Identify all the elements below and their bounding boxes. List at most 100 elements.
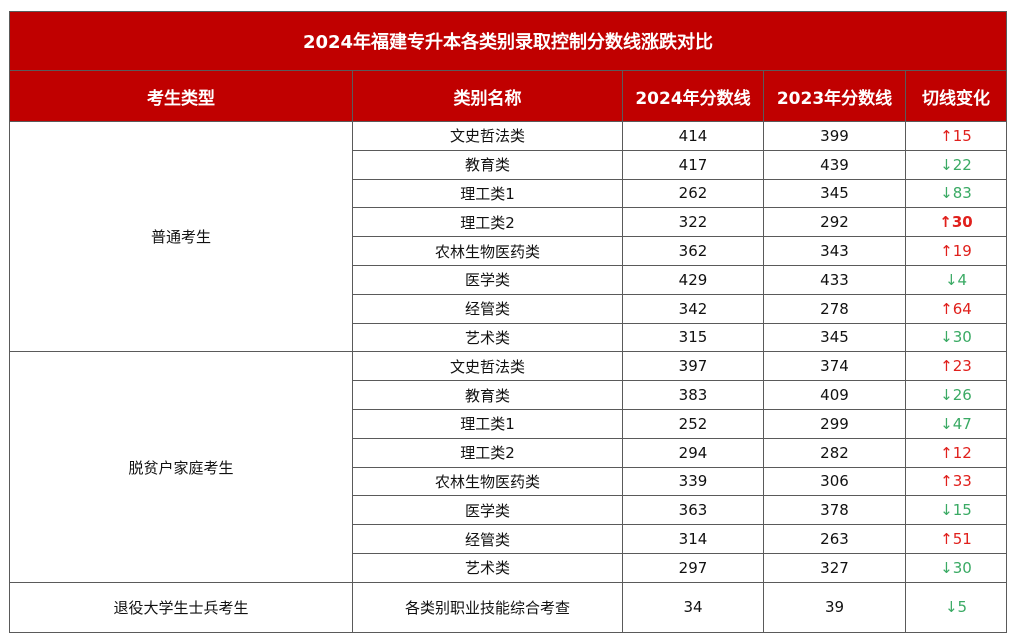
category-cell: 教育类 — [352, 149, 623, 180]
change-value: 64 — [952, 299, 972, 318]
score-2024-cell: 362 — [622, 236, 764, 266]
category-cell: 理工类2 — [352, 437, 623, 468]
score-2024-cell: 314 — [622, 524, 764, 554]
change-value: 30 — [952, 558, 972, 577]
change-cell: ↓22 — [904, 149, 1008, 180]
change-cell: ↓5 — [904, 581, 1008, 633]
arrow-down-icon: ↓ — [944, 270, 958, 289]
score-2023-cell: 299 — [763, 408, 906, 439]
change-value: 19 — [952, 242, 972, 261]
table-row: 教育类 383 409 ↓26 — [10, 380, 1008, 410]
score-2023-cell: 39 — [763, 581, 906, 633]
score-2023-cell: 439 — [763, 149, 906, 180]
category-cell: 医学类 — [352, 495, 623, 526]
header-change: 切线变化 — [904, 70, 1008, 122]
header-category: 类别名称 — [352, 70, 623, 122]
change-value: 15 — [952, 501, 972, 520]
arrow-down-icon: ↓ — [940, 155, 953, 174]
change-cell: ↓26 — [904, 380, 1008, 410]
score-2023-cell: 378 — [763, 495, 906, 526]
category-cell: 医学类 — [352, 264, 623, 295]
change-value: 15 — [952, 126, 972, 145]
category-cell: 理工类1 — [352, 178, 623, 209]
header-2023-score: 2023年分数线 — [763, 70, 906, 122]
table-row: 经管类 314 263 ↑51 — [10, 524, 1008, 554]
arrow-up-icon: ↑ — [940, 357, 953, 376]
score-2024-cell: 34 — [622, 581, 764, 633]
change-value: 33 — [952, 472, 972, 491]
change-cell: ↓30 — [904, 322, 1008, 353]
change-value: 5 — [957, 598, 968, 617]
change-cell: ↑30 — [904, 207, 1008, 238]
score-2024-cell: 342 — [622, 293, 764, 324]
change-cell: ↓15 — [904, 495, 1008, 526]
arrow-up-icon: ↑ — [940, 472, 953, 491]
score-2023-cell: 433 — [763, 264, 906, 295]
change-cell: ↓4 — [904, 264, 1008, 295]
exam-type-cell: 退役大学生士兵考生 — [9, 581, 353, 633]
score-2023-cell: 282 — [763, 437, 906, 468]
score-2023-cell: 345 — [763, 322, 906, 353]
change-cell: ↑15 — [904, 121, 1008, 151]
category-cell: 艺术类 — [352, 552, 623, 583]
score-2024-cell: 363 — [622, 495, 764, 526]
arrow-up-icon: ↑ — [940, 530, 953, 549]
score-2024-cell: 417 — [622, 149, 764, 180]
arrow-up-icon: ↑ — [940, 242, 953, 261]
score-2023-cell: 374 — [763, 351, 906, 382]
change-cell: ↑64 — [904, 293, 1008, 324]
change-value: 4 — [957, 270, 968, 289]
score-comparison-table: 2024年福建专升本各类别录取控制分数线涨跌对比 考生类型 类别名称 2024年… — [8, 11, 1008, 633]
score-2023-cell: 292 — [763, 207, 906, 238]
score-2024-cell: 397 — [622, 351, 764, 382]
table-body: 普通考生 文史哲法类 414 399 ↑15 教育类 417 439 ↓22 理工类1 262 345… — [9, 120, 1008, 633]
change-cell: ↑23 — [904, 351, 1008, 382]
score-2023-cell: 327 — [763, 552, 906, 583]
category-cell: 文史哲法类 — [352, 121, 623, 151]
score-2024-cell: 429 — [622, 264, 764, 295]
table-row: 艺术类 297 327 ↓30 — [10, 552, 1008, 583]
arrow-up-icon: ↑ — [940, 126, 953, 145]
score-2023-cell: 343 — [763, 236, 906, 266]
change-cell: ↓30 — [904, 552, 1008, 583]
score-2024-cell: 252 — [622, 408, 764, 439]
category-cell: 经管类 — [352, 524, 623, 554]
arrow-down-icon: ↓ — [940, 414, 953, 433]
score-2024-cell: 294 — [622, 437, 764, 468]
change-cell: ↑51 — [904, 524, 1008, 554]
change-cell: ↓47 — [904, 408, 1008, 439]
score-2024-cell: 383 — [622, 380, 764, 410]
arrow-down-icon: ↓ — [940, 501, 953, 520]
score-2023-cell: 399 — [763, 121, 906, 151]
change-cell: ↑33 — [904, 466, 1008, 497]
arrow-down-icon: ↓ — [940, 328, 953, 347]
score-2023-cell: 409 — [763, 380, 906, 410]
change-cell: ↑19 — [904, 236, 1008, 266]
change-cell: ↑12 — [904, 437, 1008, 468]
exam-type-cell: 脱贫户家庭考生 — [9, 351, 353, 583]
category-cell: 文史哲法类 — [352, 351, 623, 382]
table-row: 农林生物医药类 362 343 ↑19 — [10, 236, 1008, 266]
arrow-down-icon: ↓ — [944, 598, 958, 617]
table-row: 理工类2 294 282 ↑12 — [10, 437, 1008, 468]
arrow-up-icon: ↑ — [939, 213, 952, 232]
score-comparison-table-container: 2024年福建专升本各类别录取控制分数线涨跌对比 考生类型 类别名称 2024年… — [8, 11, 1008, 633]
score-2024-cell: 297 — [622, 552, 764, 583]
score-2023-cell: 345 — [763, 178, 906, 209]
table-title: 2024年福建专升本各类别录取控制分数线涨跌对比 — [8, 11, 1008, 71]
table-row: 理工类1 262 345 ↓83 — [10, 178, 1008, 209]
score-2024-cell: 339 — [622, 466, 764, 497]
exam-type-cell: 普通考生 — [9, 120, 353, 353]
change-value: 30 — [952, 328, 972, 347]
category-cell: 教育类 — [352, 380, 623, 410]
score-2024-cell: 414 — [622, 121, 764, 151]
table-row: 医学类 429 433 ↓4 — [10, 264, 1008, 295]
table-row: 经管类 342 278 ↑64 — [10, 293, 1008, 324]
category-cell: 农林生物医药类 — [352, 466, 623, 497]
change-value: 26 — [952, 386, 972, 405]
change-value: 51 — [952, 530, 972, 549]
arrow-up-icon: ↑ — [940, 443, 953, 462]
score-2024-cell: 322 — [622, 207, 764, 238]
category-cell: 各类别职业技能综合考查 — [352, 581, 623, 633]
change-value: 12 — [952, 443, 972, 462]
